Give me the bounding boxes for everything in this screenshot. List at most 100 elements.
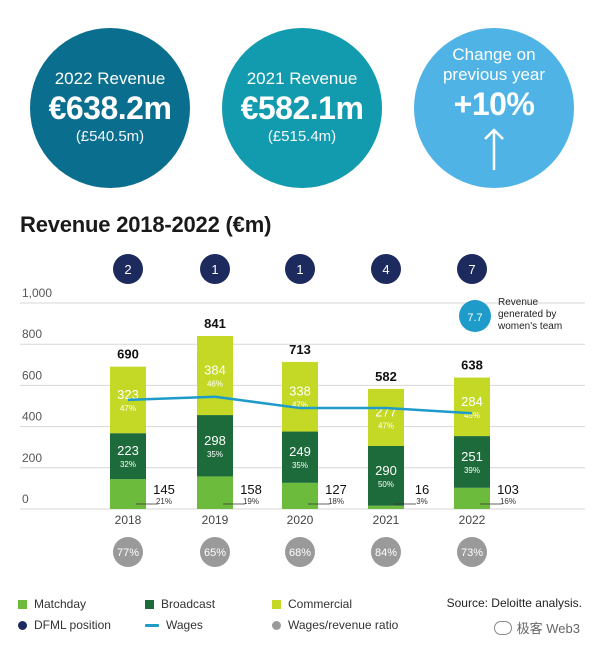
dfml-position-dot xyxy=(285,254,315,284)
dfml-position-dot xyxy=(457,254,487,284)
dfml-position-label: 4 xyxy=(382,262,389,277)
bar-matchday xyxy=(197,476,233,509)
bar-total-label: 841 xyxy=(204,316,226,331)
bar-commercial xyxy=(197,335,233,416)
bar-value-label: 223 xyxy=(117,443,139,458)
kpi-value: €582.1m xyxy=(240,90,364,126)
x-tick-label: 2019 xyxy=(202,513,229,527)
wages-ratio-dot xyxy=(285,537,315,567)
wages-line xyxy=(127,395,473,415)
kpi-sub: (£515.4m) xyxy=(267,128,337,145)
bar-value-label: 290 xyxy=(375,463,397,478)
x-tick-label: 2020 xyxy=(287,513,314,527)
bar-matchday xyxy=(454,487,490,509)
bar-value-label: 251 xyxy=(461,449,483,464)
x-tick-label: 2022 xyxy=(459,513,486,527)
womens-team-value: 7.7 xyxy=(467,312,482,324)
legend-label: Commercial xyxy=(288,597,353,611)
kpi-label: 2022 Revenue xyxy=(54,69,166,88)
matchday-value-label: 158 xyxy=(240,482,262,497)
womens-team-label: Revenue generated by women's team xyxy=(497,297,562,332)
kpi-label: Change on previous year xyxy=(442,45,546,84)
bar-commercial xyxy=(368,388,404,446)
kpi-label: 2021 Revenue xyxy=(246,69,358,88)
womens-team-dot xyxy=(459,300,491,332)
bar-commercial xyxy=(282,361,318,432)
commercial-swatch-icon xyxy=(272,599,281,609)
bar-total-label: 582 xyxy=(375,369,397,384)
source-note: Source: Deloitte analysis. xyxy=(446,596,582,610)
bar-value-label: 284 xyxy=(461,394,483,409)
y-tick-label: 400 xyxy=(22,410,42,424)
bar-value-label: 298 xyxy=(204,433,226,448)
broadcast-swatch-icon xyxy=(145,599,154,609)
matchday-pct-label: 19% xyxy=(243,497,259,506)
bar-broadcast xyxy=(197,415,233,477)
matchday-value-label: 16 xyxy=(415,482,429,497)
bar-broadcast xyxy=(454,436,490,488)
x-tick-label: 2021 xyxy=(373,513,400,527)
legend-commercial: Commercial xyxy=(272,597,352,611)
wages-ratio-dot xyxy=(200,537,230,567)
legend-matchday: Matchday xyxy=(18,597,86,611)
y-tick-label: 0 xyxy=(22,492,29,506)
legend-label: DFML position xyxy=(34,618,111,632)
bar-total-label: 638 xyxy=(461,358,483,373)
x-tick-label: 2018 xyxy=(115,513,142,527)
bar-value-label: 249 xyxy=(289,444,311,459)
kpi-2021-revenue: 2021 Revenue €582.1m (£515.4m) xyxy=(222,28,382,188)
ratio-dot-icon xyxy=(272,620,281,630)
bar-total-label: 713 xyxy=(289,342,311,357)
bar-pct-label: 46% xyxy=(207,380,223,389)
bar-pct-label: 50% xyxy=(378,480,394,489)
bar-pct-label: 47% xyxy=(292,401,308,410)
kpi-value: +10% xyxy=(453,86,535,122)
wages-ratio-label: 68% xyxy=(289,547,311,559)
kpi-value: €638.2m xyxy=(48,90,172,126)
kpi-2022-revenue: 2022 Revenue €638.2m (£540.5m) xyxy=(30,28,190,188)
matchday-value-label: 127 xyxy=(325,482,347,497)
bar-value-label: 277 xyxy=(375,404,397,419)
legend-broadcast: Broadcast xyxy=(145,597,215,611)
matchday-value-label: 103 xyxy=(497,482,519,497)
bar-value-label: 338 xyxy=(289,384,311,399)
revenue-chart: 0 200 400 600 800 1,000 2 1 1 4 7 223 32% 323 47% 690 14… xyxy=(20,254,585,567)
legend-wages: Wages xyxy=(145,618,203,632)
bar-broadcast xyxy=(110,433,146,480)
matchday-swatch-icon xyxy=(18,599,27,609)
matchday-pct-label: 3% xyxy=(416,497,428,506)
matchday-pct-label: 21% xyxy=(156,497,172,506)
bar-value-label: 384 xyxy=(204,363,226,378)
y-tick-label: 800 xyxy=(22,327,42,341)
bar-total-label: 690 xyxy=(117,347,139,362)
dfml-position-dot xyxy=(200,254,230,284)
bar-commercial xyxy=(454,377,490,437)
y-tick-label: 200 xyxy=(22,451,42,465)
bar-value-label: 323 xyxy=(117,387,139,402)
wages-ratio-dot xyxy=(113,537,143,567)
legend-dfml: DFML position xyxy=(18,618,111,632)
matchday-value-label: 145 xyxy=(153,482,175,497)
dfml-position-label: 7 xyxy=(468,262,475,277)
bar-pct-label: 47% xyxy=(120,404,136,413)
bar-pct-label: 39% xyxy=(464,466,480,475)
dfml-position-dot xyxy=(371,254,401,284)
bar-broadcast xyxy=(368,445,404,506)
bar-pct-label: 47% xyxy=(378,421,394,430)
wages-ratio-label: 73% xyxy=(461,547,483,559)
matchday-pct-label: 18% xyxy=(328,497,344,506)
arrow-up-icon xyxy=(484,128,504,170)
watermark-text: 极客 Web3 xyxy=(516,621,580,636)
legend-label: Broadcast xyxy=(161,597,216,611)
legend-ratio: Wages/revenue ratio xyxy=(272,618,398,632)
dfml-position-label: 1 xyxy=(211,262,218,277)
kpi-sub: (£540.5m) xyxy=(75,128,145,145)
bar-pct-label: 32% xyxy=(120,460,136,469)
wages-ratio-dot xyxy=(457,537,487,567)
wages-ratio-label: 84% xyxy=(375,547,397,559)
watermark: 极客 Web3 xyxy=(493,618,580,637)
wages-ratio-dot xyxy=(371,537,401,567)
dfml-position-label: 1 xyxy=(296,262,303,277)
legend-label: Wages/revenue ratio xyxy=(288,618,399,632)
y-tick-label: 600 xyxy=(22,368,42,382)
